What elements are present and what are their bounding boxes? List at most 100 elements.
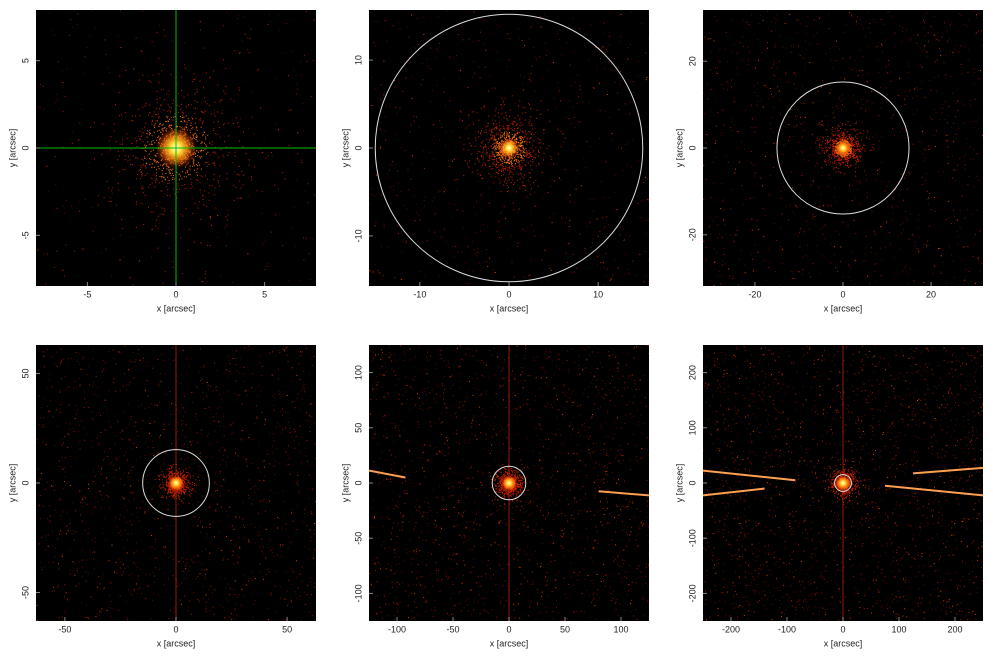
noise-pixel [798,235,799,236]
noise-pixel [830,48,831,49]
noise-pixel [62,82,63,83]
source-pixel [505,159,506,160]
noise-pixel [378,97,379,98]
noise-pixel [393,186,394,187]
source-pixel [161,191,162,192]
source-pixel [496,124,497,125]
source-pixel [194,79,195,80]
noise-pixel [809,160,810,161]
source-pixel [502,126,503,127]
noise-pixel [509,60,510,61]
source-pixel [119,115,120,116]
source-pixel [493,164,494,165]
noise-pixel [815,216,816,217]
noise-pixel [495,166,496,167]
source-pixel [205,139,206,140]
noise-pixel [509,179,510,180]
source-pixel [205,111,206,112]
noise-pixel [864,171,865,172]
source-pixel [846,161,847,162]
noise-pixel [105,429,106,430]
source-pixel [871,150,872,151]
source-pixel [183,117,184,118]
noise-pixel [86,604,87,605]
noise-pixel [795,88,796,89]
noise-pixel [963,24,964,25]
noise-pixel [429,230,430,231]
noise-pixel [905,211,906,212]
noise-pixel [415,48,416,49]
noise-pixel [623,170,624,171]
noise-pixel [132,216,133,217]
source-pixel [169,106,170,107]
noise-pixel [798,142,799,143]
noise-pixel [480,32,481,33]
noise-pixel [540,16,541,17]
noise-pixel [224,578,225,579]
source-pixel [501,160,502,161]
noise-pixel [550,186,551,187]
source-pixel [519,168,520,169]
noise-pixel [148,585,149,586]
source-pixel [215,208,216,209]
noise-pixel [226,12,227,13]
noise-pixel [439,275,440,276]
source-pixel [133,156,134,157]
noise-pixel [313,60,314,61]
noise-pixel [983,150,984,151]
source-pixel [181,104,182,105]
source-pixel [855,153,856,154]
noise-pixel [495,88,496,89]
noise-pixel [438,191,439,192]
noise-pixel [144,408,145,409]
source-pixel [157,228,158,229]
source-pixel [141,174,142,175]
noise-pixel [500,114,501,115]
noise-pixel [244,527,245,528]
noise-pixel [862,121,863,122]
source-pixel [489,158,490,159]
noise-pixel [716,151,717,152]
source-pixel [146,163,147,164]
source-pixel [143,224,144,225]
noise-pixel [221,399,222,400]
noise-pixel [862,25,863,26]
source-pixel [849,137,850,138]
noise-pixel [111,462,112,463]
source-pixel [511,182,512,183]
source-pixel [507,185,508,186]
noise-pixel [600,110,601,111]
source-pixel [237,122,238,123]
source-pixel [209,143,210,144]
source-pixel [855,160,856,161]
source-pixel [844,173,845,174]
noise-pixel [477,252,478,253]
source-pixel [202,122,203,123]
source-pixel [851,143,852,144]
source-pixel [854,155,855,156]
noise-pixel [953,261,954,262]
noise-pixel [843,277,844,278]
source-pixel [513,174,514,175]
noise-pixel [967,209,968,210]
noise-pixel [593,238,594,239]
source-pixel [155,186,156,187]
source-pixel [175,193,176,194]
source-pixel [525,112,526,113]
source-pixel [869,138,870,139]
source-pixel [488,148,489,149]
source-pixel [531,169,532,170]
noise-pixel [892,219,893,220]
noise-pixel [377,21,378,22]
noise-pixel [914,89,915,90]
noise-pixel [892,198,893,199]
noise-pixel [543,133,544,134]
source-pixel [472,172,473,173]
noise-pixel [498,96,499,97]
source-pixel [164,99,165,100]
source-pixel [498,173,499,174]
source-pixel [488,142,489,143]
source-pixel [491,169,492,170]
noise-pixel [918,237,919,238]
source-pixel [872,147,873,148]
